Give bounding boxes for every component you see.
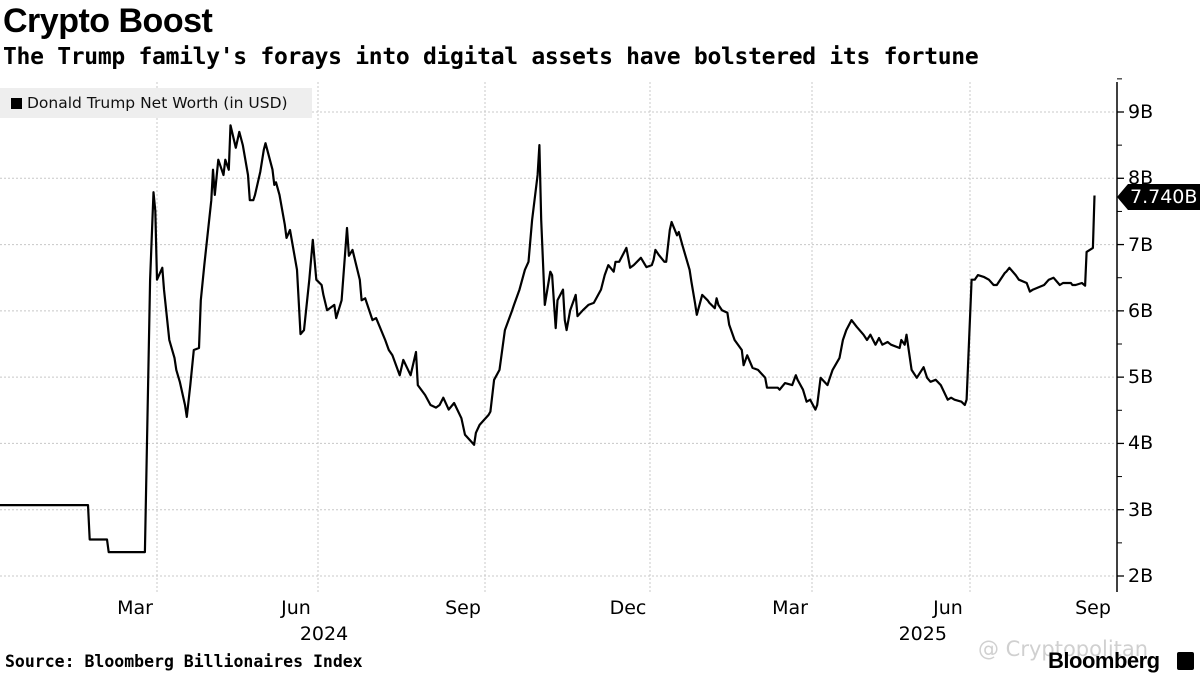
bloomberg-mark-icon [1177,652,1194,670]
chart-subtitle: The Trump family's forays into digital a… [3,44,979,70]
y-tick-label: 7B [1128,233,1154,256]
series-line-net-worth [0,124,1096,554]
y-tick-label: 9B [1128,101,1154,123]
watermark: @ Cryptopolitan [978,637,1149,661]
x-tick-label: Sep [445,597,481,619]
x-year-label: 2024 [299,623,349,645]
source-note: Source: Bloomberg Billionaires Index [5,652,363,671]
chart-title: Crypto Boost [3,2,213,40]
legend: Donald Trump Net Worth (in USD) [0,88,312,118]
y-tick-label: 6B [1128,299,1154,322]
y-tick-label: 3B [1128,498,1154,521]
last-value-pointer [1117,184,1128,210]
x-tick-label: Mar [117,597,153,619]
legend-swatch [11,97,22,109]
y-tick-label: 5B [1128,366,1154,389]
x-tick-label: Mar [772,597,808,619]
x-year-label: 2025 [898,623,947,645]
y-tick-label: 4B [1128,432,1154,455]
bloomberg-logo: Bloomberg [1048,648,1160,673]
x-tick-label: Jun [933,597,963,619]
y-tick-label: 2B [1128,565,1154,587]
x-tick-label: Jun [281,597,311,619]
last-value-label: 7.740B [1128,184,1200,210]
y-tick-label: 8B [1128,167,1154,190]
legend-label: Donald Trump Net Worth (in USD) [27,94,288,112]
x-tick-label: Sep [1075,597,1111,619]
x-tick-label: Dec [609,597,647,619]
